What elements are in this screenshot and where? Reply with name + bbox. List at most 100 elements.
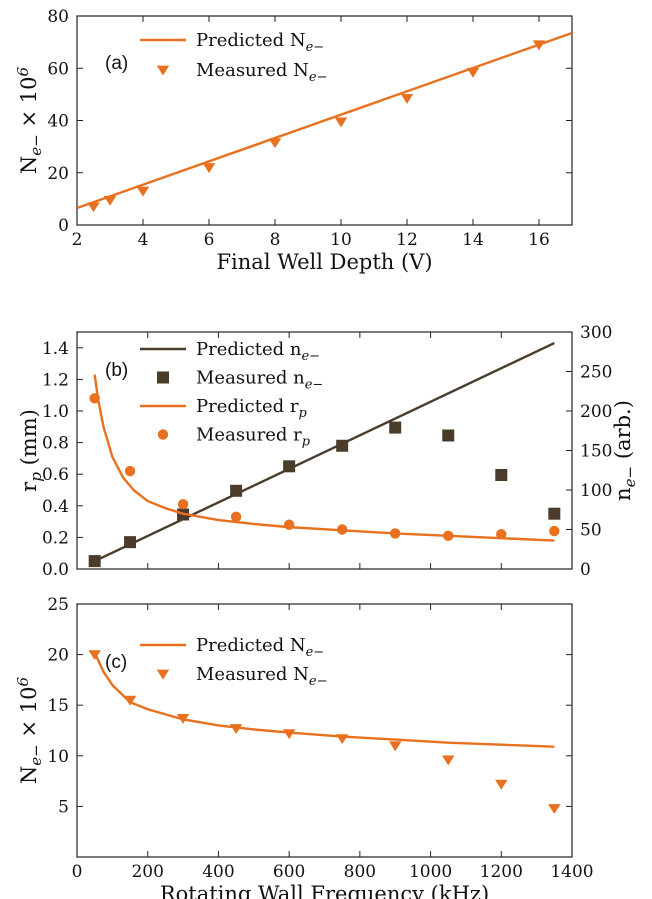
- y-tick-label: 15: [47, 696, 69, 716]
- y-axis-title: Ne− × 106​: [14, 66, 45, 174]
- data-point: [89, 393, 100, 404]
- panel-label: (a): [105, 53, 128, 74]
- y-tick-label: 1.4: [42, 339, 69, 359]
- y-tick-label: 5: [58, 797, 69, 817]
- chart-panel-c: 0 200 400 600 800 1000 1200 1400 5 10 15 20 25 Rotati…: [14, 595, 594, 899]
- data-point: [177, 499, 189, 510]
- data-point: [389, 741, 402, 752]
- y-axis-title: rp (mm): [17, 409, 45, 492]
- legend-swatch-marker: [157, 429, 169, 440]
- data-point: [123, 695, 137, 706]
- data-point: [282, 729, 296, 740]
- y-tick-label: 40: [47, 112, 69, 132]
- y2-tick-label: 300: [580, 323, 612, 343]
- series-0: [94, 341, 555, 563]
- series-line: [94, 341, 555, 563]
- series-1: [88, 650, 561, 815]
- legend-entry: Measured Ne−​: [196, 60, 327, 85]
- x-tick-label: 14: [462, 230, 484, 250]
- series-1: [87, 40, 546, 213]
- y2-tick-label: 50: [580, 521, 602, 541]
- chart-panel-a: 2 4 6 8 10 12 14 16 0 20 40 60 80 Final Well Depth (V…: [14, 7, 573, 274]
- data-point: [495, 468, 508, 481]
- legend-swatch-marker: [156, 669, 170, 680]
- x-axis-title: Final Well Depth (V): [216, 250, 432, 274]
- data-point: [136, 186, 150, 197]
- panel-label: (c): [105, 652, 127, 673]
- x-tick-label: 16: [528, 230, 550, 250]
- y-tick-label: 25: [47, 595, 69, 615]
- series-1: [88, 421, 561, 568]
- data-point: [283, 460, 296, 473]
- series-line: [93, 652, 555, 748]
- data-point: [549, 525, 560, 537]
- legend-entry: Measured Ne−​: [196, 664, 327, 689]
- x-tick-label: 0: [72, 862, 83, 882]
- data-point: [202, 163, 216, 174]
- y-tick-label: 20: [47, 646, 69, 666]
- data-point: [336, 524, 348, 535]
- y-tick-label: 1.2: [42, 370, 69, 390]
- y2-tick-label: 200: [580, 402, 612, 422]
- series-0: [93, 652, 555, 748]
- legend-swatch-marker: [156, 65, 170, 76]
- data-point: [532, 40, 546, 51]
- series-2: [93, 374, 555, 542]
- y-axis-title: Ne− × 106​: [14, 676, 45, 784]
- y-tick-label: 80: [47, 7, 69, 27]
- plot-frame: [76, 603, 573, 858]
- data-point: [548, 804, 561, 815]
- y2-tick-label: 250: [580, 363, 612, 383]
- y-tick-label: 0.4: [42, 497, 69, 517]
- x-tick-label: 12: [396, 230, 418, 250]
- y-tick-label: 10: [47, 747, 69, 767]
- x-tick-label: 200: [131, 862, 163, 882]
- data-point: [283, 519, 295, 530]
- legend-entry: Predicted rp​: [196, 396, 307, 421]
- x-tick-label: 4: [138, 230, 149, 250]
- data-point: [548, 507, 561, 520]
- data-point: [442, 755, 455, 766]
- panel-label: (b): [105, 360, 128, 381]
- y-tick-label: 0.0: [42, 560, 69, 580]
- y-tick-label: 60: [47, 59, 69, 79]
- legend-entry: Measured rp​: [196, 425, 310, 450]
- series-0: [77, 31, 572, 210]
- data-point: [442, 429, 455, 442]
- x-tick-label: 800: [344, 862, 376, 882]
- legend-entry: Predicted Ne−​: [196, 30, 324, 55]
- series-line: [93, 374, 555, 542]
- y2-tick-label: 0: [580, 560, 591, 580]
- legend: Predicted Ne−​ Measured Ne−​: [140, 30, 327, 85]
- x-tick-label: 2: [72, 230, 83, 250]
- data-point: [88, 650, 101, 661]
- series-3: [89, 393, 560, 542]
- legend-entry: Measured ne−​: [196, 368, 323, 393]
- legend-entry: Predicted Ne−​: [196, 635, 324, 660]
- y-tick-label: 0.2: [42, 528, 69, 548]
- legend-swatch-marker: [157, 371, 169, 384]
- data-point: [443, 530, 454, 542]
- data-point: [230, 511, 242, 523]
- data-point: [390, 528, 401, 539]
- y-tick-label: 20: [47, 164, 69, 184]
- legend: Predicted Ne−​ Measured Ne−​: [140, 635, 327, 689]
- data-point: [496, 529, 507, 540]
- data-point: [400, 93, 414, 104]
- data-point: [230, 484, 243, 497]
- data-point: [336, 439, 349, 452]
- data-point: [334, 117, 348, 128]
- data-point: [389, 421, 402, 434]
- y2-tick-label: 100: [580, 481, 612, 501]
- y-tick-label: 0: [58, 216, 69, 236]
- data-point: [87, 202, 100, 213]
- y-tick-label: 1.0: [42, 402, 69, 422]
- x-tick-label: 600: [273, 862, 305, 882]
- legend-entry: Predicted ne−​: [196, 339, 320, 364]
- x-tick-label: 10: [330, 230, 352, 250]
- x-axis-title: Rotating Wall Frequency (kHz): [160, 882, 489, 899]
- data-point: [268, 138, 282, 149]
- x-tick-label: 1400: [550, 862, 593, 882]
- x-tick-label: 6: [204, 230, 215, 250]
